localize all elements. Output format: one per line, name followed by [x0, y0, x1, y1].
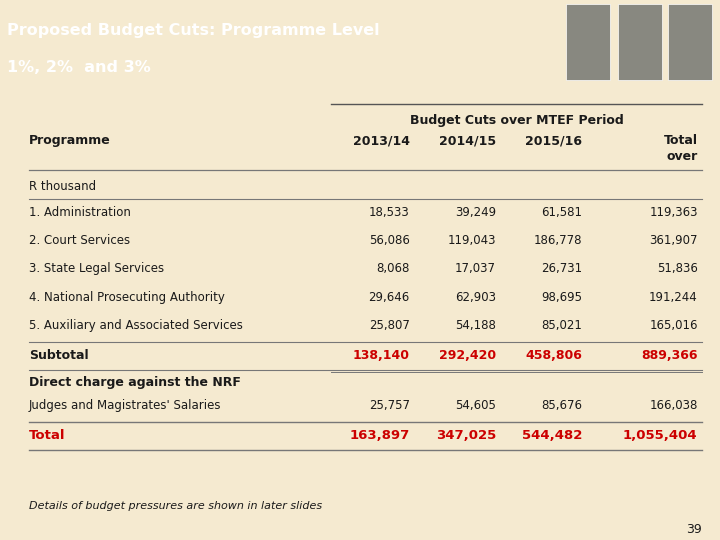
Text: 54,188: 54,188 — [455, 319, 496, 332]
Text: 54,605: 54,605 — [455, 399, 496, 412]
Text: Judges and Magistrates' Salaries: Judges and Magistrates' Salaries — [29, 399, 221, 412]
Text: 458,806: 458,806 — [526, 349, 582, 362]
Text: 5. Auxiliary and Associated Services: 5. Auxiliary and Associated Services — [29, 319, 243, 332]
Text: 361,907: 361,907 — [649, 234, 698, 247]
Text: 119,363: 119,363 — [649, 206, 698, 219]
Text: 25,807: 25,807 — [369, 319, 410, 332]
Text: 2013/14: 2013/14 — [353, 134, 410, 147]
Text: 165,016: 165,016 — [649, 319, 698, 332]
Text: 2014/15: 2014/15 — [439, 134, 496, 147]
Text: 4. National Prosecuting Authority: 4. National Prosecuting Authority — [29, 291, 225, 303]
Text: 2015/16: 2015/16 — [526, 134, 582, 147]
Text: 119,043: 119,043 — [448, 234, 496, 247]
Text: 18,533: 18,533 — [369, 206, 410, 219]
Text: R thousand: R thousand — [29, 180, 96, 193]
Text: 292,420: 292,420 — [439, 349, 496, 362]
Text: Direct charge against the NRF: Direct charge against the NRF — [29, 376, 240, 389]
Text: 51,836: 51,836 — [657, 262, 698, 275]
Text: 85,021: 85,021 — [541, 319, 582, 332]
Text: 186,778: 186,778 — [534, 234, 582, 247]
Text: 61,581: 61,581 — [541, 206, 582, 219]
Text: 98,695: 98,695 — [541, 291, 582, 303]
Text: 39: 39 — [686, 523, 702, 536]
Text: 8,068: 8,068 — [377, 262, 410, 275]
Text: 1%, 2%  and 3%: 1%, 2% and 3% — [7, 60, 151, 75]
Text: 85,676: 85,676 — [541, 399, 582, 412]
Text: 62,903: 62,903 — [455, 291, 496, 303]
Text: 166,038: 166,038 — [649, 399, 698, 412]
Text: Budget Cuts over MTEF Period: Budget Cuts over MTEF Period — [410, 114, 624, 127]
Text: Subtotal: Subtotal — [29, 349, 89, 362]
Text: 39,249: 39,249 — [455, 206, 496, 219]
Text: 163,897: 163,897 — [349, 429, 410, 442]
Text: Total: Total — [29, 429, 66, 442]
Text: 26,731: 26,731 — [541, 262, 582, 275]
Text: 889,366: 889,366 — [642, 349, 698, 362]
Text: 347,025: 347,025 — [436, 429, 496, 442]
Text: 29,646: 29,646 — [369, 291, 410, 303]
Bar — [668, 4, 712, 79]
Text: Proposed Budget Cuts: Programme Level: Proposed Budget Cuts: Programme Level — [7, 23, 380, 38]
Text: 2. Court Services: 2. Court Services — [29, 234, 130, 247]
Text: 138,140: 138,140 — [353, 349, 410, 362]
Text: 191,244: 191,244 — [649, 291, 698, 303]
Text: over: over — [667, 150, 698, 163]
Text: Total: Total — [664, 134, 698, 147]
Text: 25,757: 25,757 — [369, 399, 410, 412]
Bar — [566, 4, 610, 79]
Text: 1. Administration: 1. Administration — [29, 206, 130, 219]
Text: 56,086: 56,086 — [369, 234, 410, 247]
Text: 1,055,404: 1,055,404 — [623, 429, 698, 442]
Text: 544,482: 544,482 — [522, 429, 582, 442]
Text: 3. State Legal Services: 3. State Legal Services — [29, 262, 164, 275]
Text: Programme: Programme — [29, 134, 111, 147]
Bar — [618, 4, 662, 79]
Text: 17,037: 17,037 — [455, 262, 496, 275]
Text: Details of budget pressures are shown in later slides: Details of budget pressures are shown in… — [29, 501, 322, 511]
